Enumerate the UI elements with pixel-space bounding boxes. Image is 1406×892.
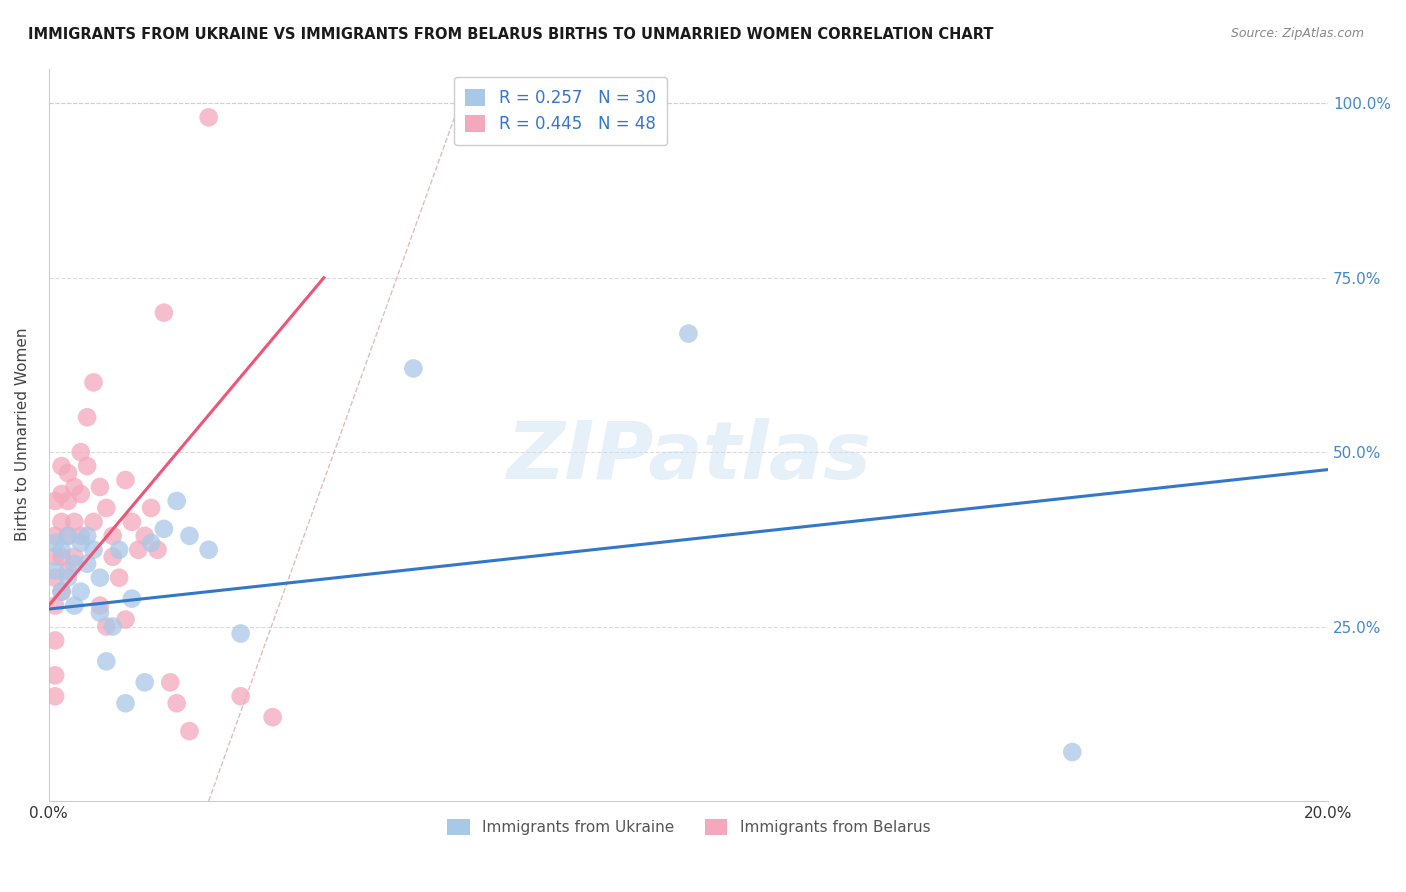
Point: [56, 494, 79, 508]
Point: [96, 500, 118, 515]
Point: [108, 571, 131, 585]
Point: [44, 690, 66, 704]
Point: [139, 500, 162, 515]
Point: [69, 445, 91, 459]
Point: [96, 619, 118, 633]
Point: [121, 591, 143, 606]
Point: [101, 619, 124, 633]
Point: [197, 111, 219, 125]
Point: [69, 487, 91, 501]
Point: [51, 584, 73, 599]
Point: [51, 515, 73, 529]
Point: [76, 410, 98, 425]
Point: [83, 542, 105, 557]
Point: [83, 376, 105, 390]
Point: [89, 606, 111, 620]
Point: [108, 542, 131, 557]
Point: [69, 529, 91, 543]
Point: [166, 494, 188, 508]
Point: [96, 654, 118, 668]
Point: [69, 536, 91, 550]
Point: [179, 529, 201, 543]
Point: [121, 515, 143, 529]
Point: [56, 564, 79, 578]
Point: [179, 724, 201, 739]
Point: [153, 305, 176, 319]
Point: [63, 599, 86, 613]
Point: [89, 599, 111, 613]
Point: [44, 599, 66, 613]
Point: [76, 529, 98, 543]
Text: ZIPatlas: ZIPatlas: [506, 417, 870, 496]
Point: [63, 549, 86, 564]
Point: [44, 668, 66, 682]
Point: [69, 584, 91, 599]
Point: [44, 633, 66, 648]
Point: [101, 529, 124, 543]
Point: [114, 473, 136, 487]
Point: [51, 487, 73, 501]
Point: [139, 536, 162, 550]
Point: [1062, 745, 1084, 759]
Text: IMMIGRANTS FROM UKRAINE VS IMMIGRANTS FROM BELARUS BIRTHS TO UNMARRIED WOMEN COR: IMMIGRANTS FROM UKRAINE VS IMMIGRANTS FR…: [28, 27, 994, 42]
Point: [76, 557, 98, 571]
Point: [678, 326, 700, 341]
Point: [114, 613, 136, 627]
Text: Source: ZipAtlas.com: Source: ZipAtlas.com: [1230, 27, 1364, 40]
Point: [44, 549, 66, 564]
Point: [56, 529, 79, 543]
Point: [44, 494, 66, 508]
Point: [51, 584, 73, 599]
Point: [114, 696, 136, 710]
Legend: Immigrants from Ukraine, Immigrants from Belarus: Immigrants from Ukraine, Immigrants from…: [437, 810, 939, 845]
Point: [63, 557, 86, 571]
Point: [56, 571, 79, 585]
Point: [51, 542, 73, 557]
Point: [197, 542, 219, 557]
Point: [262, 710, 284, 724]
Point: [51, 459, 73, 474]
Point: [134, 675, 156, 690]
Point: [166, 696, 188, 710]
Point: [89, 480, 111, 494]
Point: [56, 466, 79, 480]
Point: [76, 459, 98, 474]
Point: [44, 564, 66, 578]
Point: [44, 529, 66, 543]
Point: [153, 522, 176, 536]
Point: [159, 675, 181, 690]
Y-axis label: Births to Unmarried Women: Births to Unmarried Women: [15, 328, 30, 541]
Point: [63, 515, 86, 529]
Point: [83, 515, 105, 529]
Point: [229, 690, 252, 704]
Point: [44, 571, 66, 585]
Point: [101, 549, 124, 564]
Point: [127, 542, 149, 557]
Point: [89, 571, 111, 585]
Point: [402, 361, 425, 376]
Point: [229, 626, 252, 640]
Point: [63, 480, 86, 494]
Point: [134, 529, 156, 543]
Point: [44, 536, 66, 550]
Point: [146, 542, 169, 557]
Point: [56, 529, 79, 543]
Point: [51, 549, 73, 564]
